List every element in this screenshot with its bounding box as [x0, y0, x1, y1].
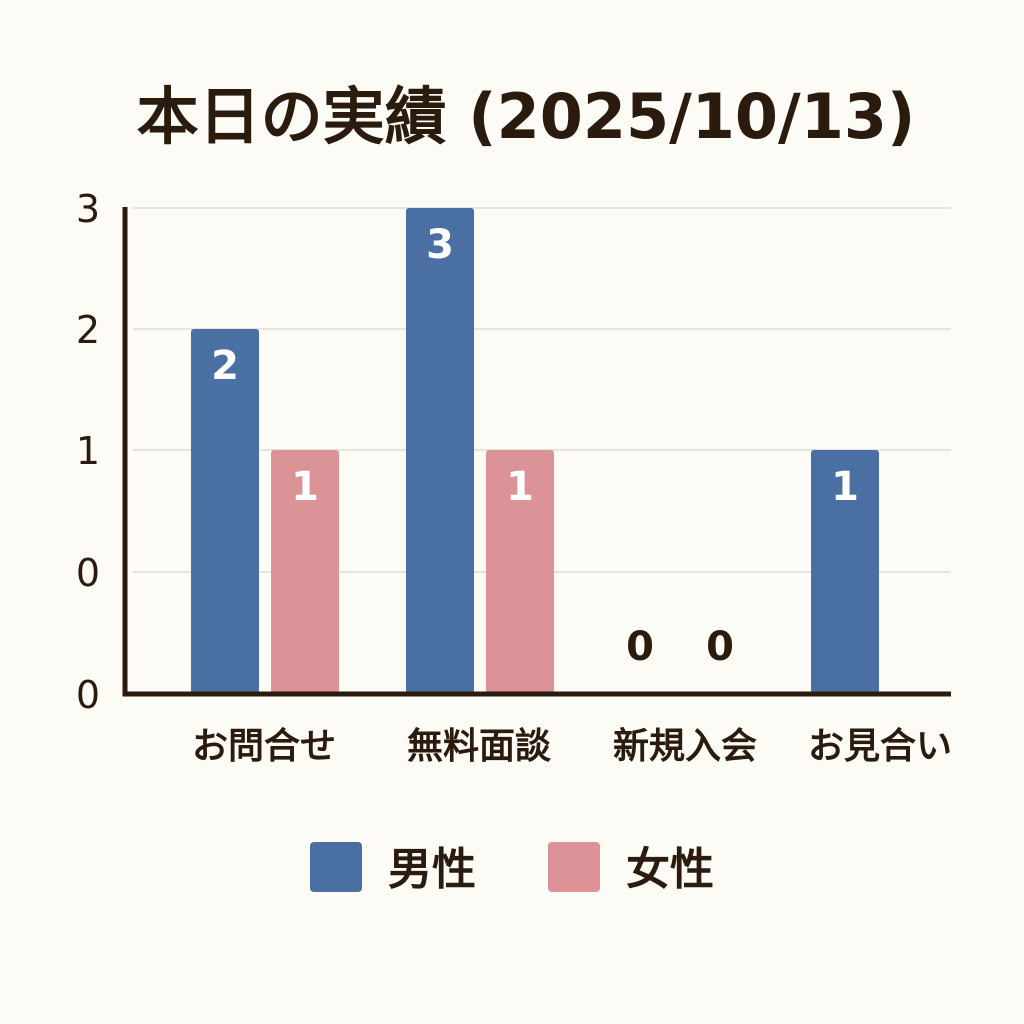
data-label: 1 [506, 464, 534, 510]
bar-female [271, 450, 339, 694]
category-label: お問合せ [192, 726, 336, 767]
y-axis-ticks: 0 0 1 2 3 [76, 187, 100, 717]
category-label: お見合い [808, 726, 952, 767]
legend: 男性 女性 [310, 842, 714, 895]
category-label: 無料面談 [407, 726, 551, 767]
legend-label: 女性 [626, 844, 714, 895]
legend-label: 男性 [388, 844, 476, 895]
legend-swatch [548, 842, 600, 892]
y-tick-label: 1 [76, 429, 100, 473]
y-tick-label: 2 [76, 308, 100, 352]
data-label: 1 [291, 464, 319, 510]
chart-title: 本日の実績 (2025/10/13) [137, 80, 916, 153]
bars [191, 208, 879, 694]
bar-male [191, 329, 259, 694]
data-label: 3 [426, 222, 454, 268]
data-label: 0 [706, 624, 734, 670]
bar-female [486, 450, 554, 694]
category-label: 新規入会 [613, 726, 757, 767]
x-axis-ticks: お問合せ 無料面談 新規入会 お見合い [192, 726, 952, 767]
legend-swatch [310, 842, 362, 892]
data-label: 2 [211, 343, 239, 389]
bar-male [406, 208, 474, 694]
axes [122, 207, 951, 697]
y-tick-label: 0 [76, 673, 100, 717]
bar-male [811, 450, 879, 694]
data-label: 1 [831, 464, 859, 510]
data-label: 0 [626, 624, 654, 670]
data-labels: 2 1 3 1 0 0 1 [211, 222, 859, 670]
y-tick-label: 3 [76, 187, 100, 231]
y-tick-label: 0 [76, 551, 100, 595]
